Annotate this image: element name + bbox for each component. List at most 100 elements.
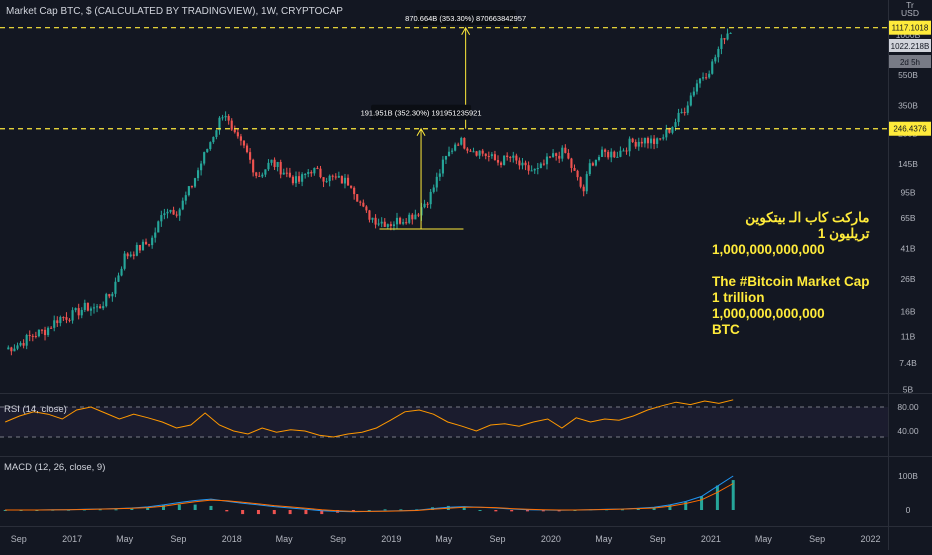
candle [13,348,16,352]
candle [350,185,353,188]
rsi-line [5,399,734,438]
candle [720,38,723,49]
chart-title: Market Cap BTC, $ (CALCULATED BY TRADING… [6,6,343,17]
candle [34,335,37,337]
candle [628,138,631,152]
macd-histogram-bar [288,510,292,515]
candle [398,217,402,224]
candle [438,173,441,177]
y-tick-label: 65B [900,213,915,223]
candle [291,176,295,184]
candle [144,241,148,245]
candle [552,153,555,158]
candle [478,150,481,156]
candle [89,308,93,311]
candle [353,187,356,195]
price-level-tag [889,20,931,35]
candle [331,175,334,177]
x-tick-label: May [276,534,294,544]
candle [19,343,22,346]
price-tag-label: 1022.218B [891,42,930,51]
candle [120,268,123,276]
candle [518,160,521,166]
candle [588,163,591,175]
y-tick-label: 550B [898,70,918,80]
candle [83,302,86,310]
candle [714,57,717,62]
candle [405,222,408,224]
candle [193,178,197,187]
annotation-line6: 1,000,000,000,000 [712,306,825,321]
x-tick-label: Sep [11,534,27,544]
y-tick-label: 26B [900,274,915,284]
rsi-tick-label: 80.00 [897,402,919,412]
candle [25,334,28,346]
x-tick-label: May [435,534,453,544]
candle [276,161,279,168]
candle [322,177,325,182]
candle [454,144,457,151]
macd-tick-label: 0 [906,505,911,515]
candle [239,136,242,141]
macd-line [5,475,734,513]
candle [701,77,705,79]
candle [114,281,117,294]
candle [423,203,426,208]
candle [469,150,472,152]
candle [616,156,619,158]
candle [43,329,47,336]
candle [561,147,564,159]
macd-histogram-bar [636,508,640,510]
candle [631,138,634,143]
candle [570,158,573,168]
candle [389,224,392,227]
candle [59,317,62,324]
candle [542,163,545,165]
axis-unit-top: Tr [906,0,914,10]
candle [637,141,640,147]
candle [677,112,680,123]
x-tick-label: 2021 [701,534,721,544]
candle [674,122,677,128]
price-tag [889,55,931,68]
candle [610,151,613,158]
x-tick-label: Sep [650,534,666,544]
candle [301,174,304,182]
rsi-pane-label: RSI (14, close) [4,404,67,415]
measure-label: 191.951B (352.30%) 191951235921 [361,109,482,118]
candle [172,209,175,215]
candle [126,253,129,257]
annotation-line5: 1 trillion [712,290,765,305]
macd-histogram-bar [462,507,466,510]
candle [200,163,203,171]
candle [426,203,429,205]
candle [680,112,683,114]
x-tick-label: 2022 [860,534,880,544]
candle [218,117,221,131]
candle [258,175,261,177]
macd-tick-label: 100B [898,471,918,481]
candle [80,309,83,316]
annotation-line7: BTC [712,322,740,337]
x-tick-label: 2018 [222,534,242,544]
macd-histogram-bar [146,507,150,510]
candle [53,320,56,328]
candle [649,138,653,144]
y-tick-label: 41B [900,244,915,254]
candle [573,167,576,171]
candle [395,217,399,225]
candle [163,213,166,216]
candle [539,163,542,169]
candle [613,151,616,158]
candle [215,130,218,137]
candle [671,127,674,133]
candle [656,138,659,144]
x-tick-label: May [116,534,134,544]
candle [209,142,212,150]
candle [187,186,190,196]
candle [227,115,230,121]
candle [86,302,89,311]
candle [619,150,622,157]
candle [337,176,340,178]
